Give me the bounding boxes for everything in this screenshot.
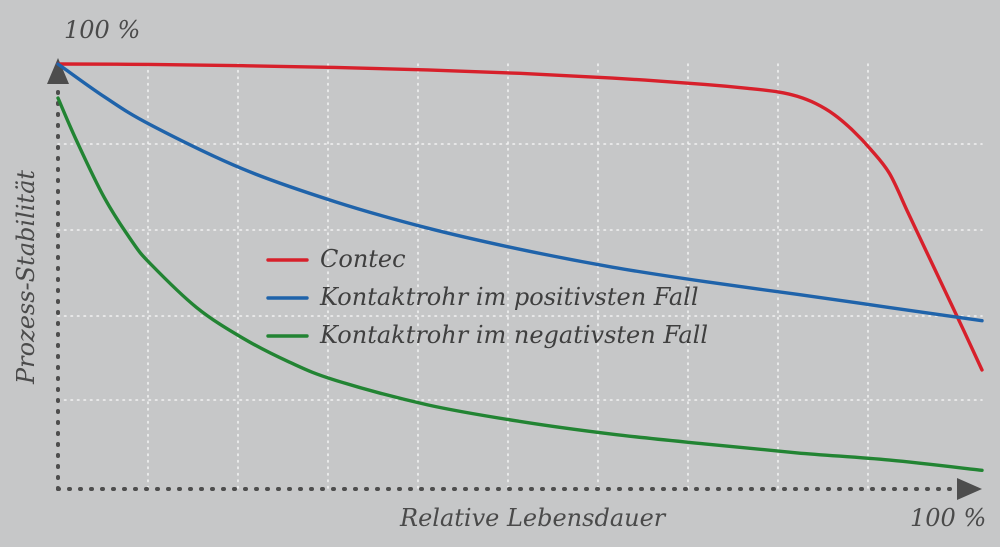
x-axis-arrow-icon (957, 478, 982, 500)
legend-label-0: Contec (320, 245, 406, 273)
legend: Contec Kontaktrohr im positivsten Fall Kon… (266, 245, 708, 349)
series-lines (56, 62, 984, 472)
grid (57, 63, 983, 490)
y-axis-arrow-icon (47, 58, 69, 84)
y-axis-max-label: 100 % (64, 16, 140, 44)
axes (47, 58, 982, 500)
series-line-1 (56, 62, 984, 323)
series-line-0 (56, 62, 984, 372)
y-axis-label: Prozess-Stabilität (12, 170, 40, 385)
x-axis-label: Relative Lebensdauer (399, 504, 667, 532)
legend-label-2: Kontaktrohr im negativsten Fall (319, 321, 708, 349)
x-axis-max-label: 100 % (910, 504, 986, 532)
series-line-2 (56, 96, 984, 472)
legend-label-1: Kontaktrohr im positivsten Fall (319, 283, 699, 311)
